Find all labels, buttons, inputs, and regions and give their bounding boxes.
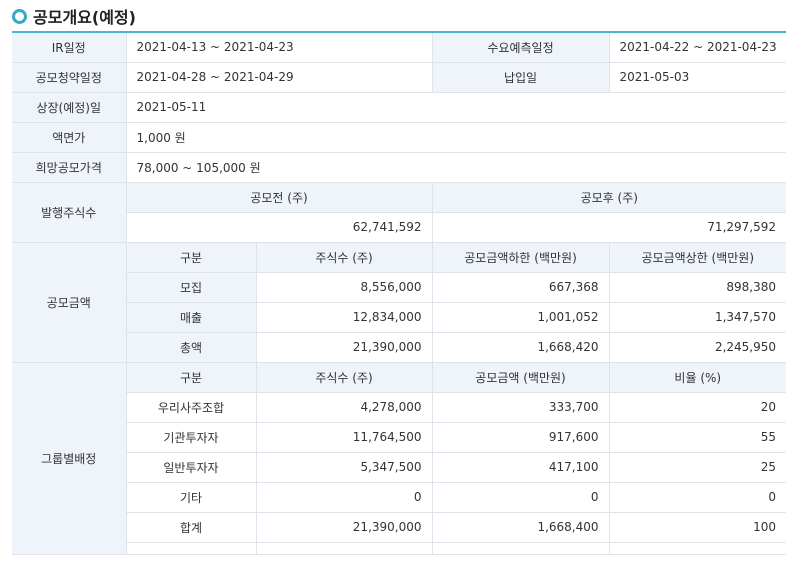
group-row-label: 일반투자자 bbox=[126, 452, 257, 483]
amount-cell: 8,556,000 bbox=[256, 272, 433, 303]
shares-after-header: 공모후 (주) bbox=[432, 182, 787, 213]
group-cell: 0 bbox=[432, 482, 610, 513]
empty-cell bbox=[609, 542, 787, 555]
amount-row-label: 총액 bbox=[126, 332, 257, 363]
shares-before-header: 공모전 (주) bbox=[126, 182, 433, 213]
group-cell: 417,100 bbox=[432, 452, 610, 483]
payment-label: 납입일 bbox=[432, 62, 610, 93]
table-row: 액면가 1,000 원 bbox=[12, 122, 787, 153]
table-row: 발행주식수 공모전 (주) 공모후 (주) bbox=[12, 182, 787, 243]
table-row: 합계 21,390,000 1,668,400 100 bbox=[12, 512, 787, 543]
table-row: 매출 12,834,000 1,001,052 1,347,570 bbox=[12, 302, 787, 333]
price-value: 78,000 ~ 105,000 원 bbox=[126, 152, 787, 183]
group-cell: 55 bbox=[609, 422, 787, 453]
table-row: 그룹별배정 구분 주식수 (주) 공모금액 (백만원) 비율 (%) bbox=[12, 362, 787, 555]
group-cell: 4,278,000 bbox=[256, 392, 433, 423]
group-cell: 917,600 bbox=[432, 422, 610, 453]
group-cell: 20 bbox=[609, 392, 787, 423]
amount-header-category: 구분 bbox=[126, 242, 257, 273]
amount-cell: 12,834,000 bbox=[256, 302, 433, 333]
group-cell: 333,700 bbox=[432, 392, 610, 423]
table-row: 모집 8,556,000 667,368 898,380 bbox=[12, 272, 787, 303]
group-cell: 25 bbox=[609, 452, 787, 483]
demand-value: 2021-04-22 ~ 2021-04-23 bbox=[609, 32, 787, 63]
amount-row-label: 모집 bbox=[126, 272, 257, 303]
listing-label: 상장(예정)일 bbox=[12, 92, 127, 123]
table-row: 기타 0 0 0 bbox=[12, 482, 787, 513]
payment-value: 2021-05-03 bbox=[609, 62, 787, 93]
table-row: 공모청약일정 2021-04-28 ~ 2021-04-29 납입일 2021-… bbox=[12, 62, 787, 93]
amount-cell: 1,347,570 bbox=[609, 302, 787, 333]
group-label: 그룹별배정 bbox=[12, 362, 127, 555]
table-row: 공모금액 구분 주식수 (주) 공모금액하한 (백만원) 공모금액상한 (백만원… bbox=[12, 242, 787, 363]
amount-cell: 1,668,420 bbox=[432, 332, 610, 363]
table-row: 희망공모가격 78,000 ~ 105,000 원 bbox=[12, 152, 787, 183]
amount-cell: 1,001,052 bbox=[432, 302, 610, 333]
empty-cell bbox=[126, 542, 257, 555]
amount-row-label: 매출 bbox=[126, 302, 257, 333]
table-row: 총액 21,390,000 1,668,420 2,245,950 bbox=[12, 332, 787, 363]
group-cell: 0 bbox=[609, 482, 787, 513]
amount-header-shares: 주식수 (주) bbox=[256, 242, 433, 273]
amount-cell: 898,380 bbox=[609, 272, 787, 303]
group-cell: 0 bbox=[256, 482, 433, 513]
circle-bullet-icon bbox=[12, 8, 27, 24]
table-row: 상장(예정)일 2021-05-11 bbox=[12, 92, 787, 123]
amount-cell: 2,245,950 bbox=[609, 332, 787, 363]
table-row: 62,741,592 71,297,592 bbox=[12, 212, 787, 243]
table-row bbox=[12, 542, 787, 555]
group-row-label: 우리사주조합 bbox=[126, 392, 257, 423]
par-label: 액면가 bbox=[12, 122, 127, 153]
listing-value: 2021-05-11 bbox=[126, 92, 787, 123]
group-row-label: 합계 bbox=[126, 512, 257, 543]
amount-label: 공모금액 bbox=[12, 242, 127, 363]
group-cell: 21,390,000 bbox=[256, 512, 433, 543]
table-row: 우리사주조합 4,278,000 333,700 20 bbox=[12, 392, 787, 423]
shares-before-value: 62,741,592 bbox=[126, 212, 433, 243]
table-row: IR일정 2021-04-13 ~ 2021-04-23 수요예측일정 2021… bbox=[12, 32, 787, 63]
shares-label: 발행주식수 bbox=[12, 182, 127, 243]
group-cell: 1,668,400 bbox=[432, 512, 610, 543]
ipo-overview-table: IR일정 2021-04-13 ~ 2021-04-23 수요예측일정 2021… bbox=[12, 31, 787, 555]
group-row-label: 기관투자자 bbox=[126, 422, 257, 453]
subscription-value: 2021-04-28 ~ 2021-04-29 bbox=[126, 62, 433, 93]
amount-header-lower: 공모금액하한 (백만원) bbox=[432, 242, 610, 273]
section-title: 공모개요(예정) bbox=[12, 3, 136, 29]
price-label: 희망공모가격 bbox=[12, 152, 127, 183]
amount-cell: 667,368 bbox=[432, 272, 610, 303]
group-header-category: 구분 bbox=[126, 362, 257, 393]
demand-label: 수요예측일정 bbox=[432, 32, 610, 63]
amount-cell: 21,390,000 bbox=[256, 332, 433, 363]
group-header-ratio: 비율 (%) bbox=[609, 362, 787, 393]
par-value: 1,000 원 bbox=[126, 122, 787, 153]
page-title: 공모개요(예정) bbox=[33, 8, 136, 27]
group-header-amount: 공모금액 (백만원) bbox=[432, 362, 610, 393]
group-row-label: 기타 bbox=[126, 482, 257, 513]
group-header-shares: 주식수 (주) bbox=[256, 362, 433, 393]
empty-cell bbox=[256, 542, 433, 555]
table-row: 일반투자자 5,347,500 417,100 25 bbox=[12, 452, 787, 483]
subscription-label: 공모청약일정 bbox=[12, 62, 127, 93]
ir-value: 2021-04-13 ~ 2021-04-23 bbox=[126, 32, 433, 63]
empty-cell bbox=[432, 542, 610, 555]
shares-after-value: 71,297,592 bbox=[432, 212, 787, 243]
group-cell: 5,347,500 bbox=[256, 452, 433, 483]
table-row: 기관투자자 11,764,500 917,600 55 bbox=[12, 422, 787, 453]
group-cell: 100 bbox=[609, 512, 787, 543]
ir-label: IR일정 bbox=[12, 32, 127, 63]
group-cell: 11,764,500 bbox=[256, 422, 433, 453]
amount-header-upper: 공모금액상한 (백만원) bbox=[609, 242, 787, 273]
